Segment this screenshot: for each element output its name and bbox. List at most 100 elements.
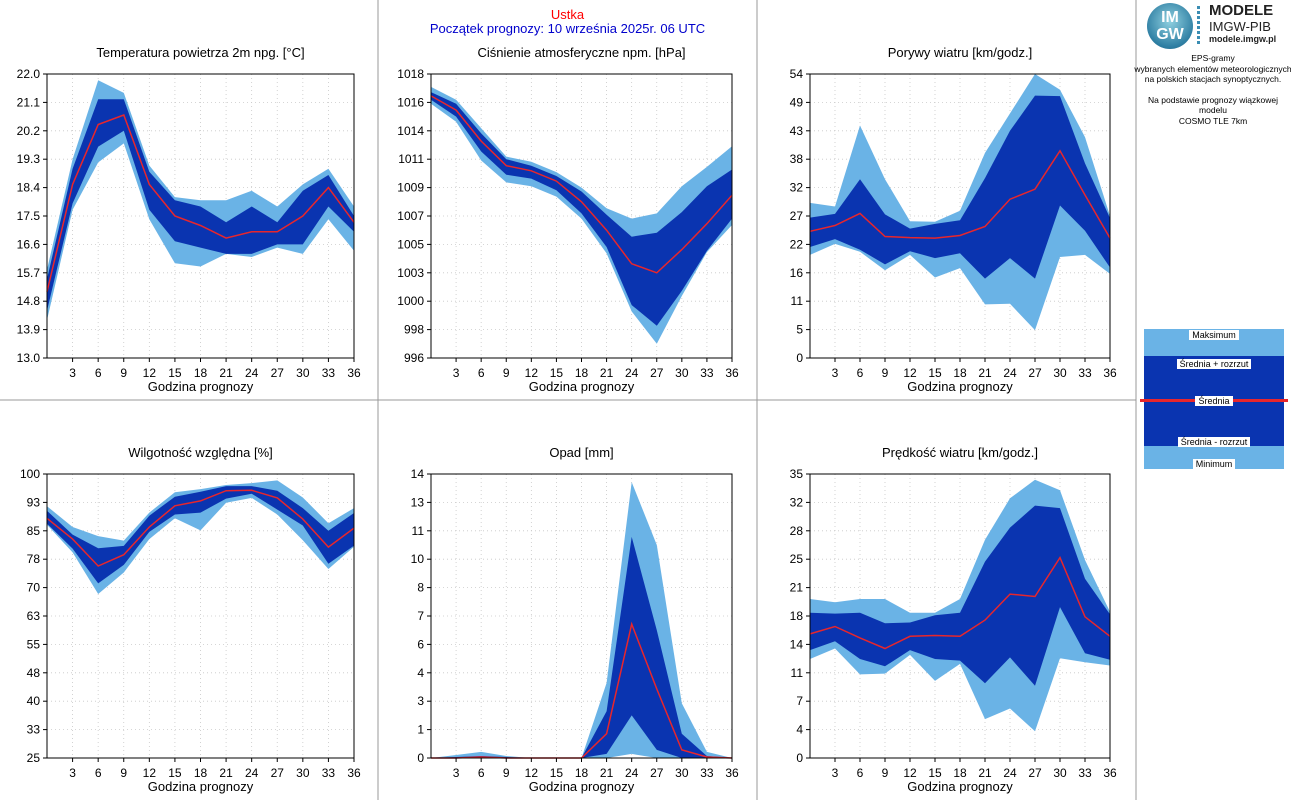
y-tick-label: 18 (790, 609, 804, 623)
logo-bars-icon (1197, 6, 1200, 44)
x-tick-label: 21 (600, 766, 614, 780)
x-tick-label: 30 (296, 366, 310, 380)
y-tick-label: 33 (27, 723, 41, 737)
y-tick-label: 43 (790, 124, 804, 138)
y-tick-label: 13.9 (17, 323, 41, 337)
y-tick-label: 8 (417, 581, 424, 595)
description: EPS-gramy wybranych elementów meteorolog… (1133, 53, 1291, 126)
x-axis-label: Godzina prognozy (907, 779, 1013, 794)
x-tick-label: 15 (168, 366, 182, 380)
x-tick-label: 27 (650, 766, 664, 780)
x-tick-label: 9 (120, 766, 127, 780)
y-tick-label: 1009 (397, 181, 424, 195)
y-tick-label: 18.4 (17, 181, 41, 195)
y-tick-label: 32 (790, 495, 804, 509)
y-tick-label: 1007 (397, 209, 424, 223)
y-tick-label: 25 (790, 552, 804, 566)
forecast-start: Początek prognozy: 10 września 2025r. 06… (429, 21, 706, 36)
legend-mean-label: Średnia (1144, 395, 1284, 407)
x-tick-label: 36 (1103, 766, 1117, 780)
description-line: wybranych elementów meteorologicznych (1134, 63, 1291, 74)
y-tick-label: 78 (27, 552, 41, 566)
band-spread (47, 99, 354, 311)
y-tick-label: 1014 (397, 124, 424, 138)
x-tick-label: 9 (503, 766, 510, 780)
x-tick-label: 33 (700, 766, 714, 780)
y-tick-label: 11 (791, 666, 804, 680)
x-tick-label: 6 (857, 766, 864, 780)
y-tick-label: 25 (27, 751, 41, 765)
y-tick-label: 0 (417, 751, 424, 765)
x-tick-label: 24 (1003, 766, 1017, 780)
x-axis-label: Godzina prognozy (529, 379, 635, 394)
y-tick-label: 1 (417, 723, 424, 737)
y-tick-label: 996 (404, 351, 424, 365)
y-tick-label: 7 (417, 609, 424, 623)
x-tick-label: 9 (503, 366, 510, 380)
y-tick-label: 19.3 (17, 152, 41, 166)
legend-outer-band-bottom (1144, 446, 1284, 469)
description-line: Na podstawie prognozy wiązkowej modelu (1148, 94, 1278, 116)
y-tick-label: 14 (411, 467, 425, 481)
legend-min-label: Minimum (1144, 458, 1284, 470)
x-axis-label: Godzina prognozy (907, 379, 1013, 394)
y-tick-label: 3 (417, 694, 424, 708)
mean-line (46, 489, 355, 567)
y-tick-label: 11 (791, 294, 804, 308)
x-tick-label: 12 (903, 366, 917, 380)
x-axis-label: Godzina prognozy (148, 379, 254, 394)
chart-title: Prędkość wiatru [km/godz.] (882, 445, 1038, 460)
x-tick-label: 15 (550, 366, 564, 380)
x-tick-label: 33 (322, 766, 336, 780)
x-tick-label: 33 (700, 366, 714, 380)
x-tick-label: 18 (575, 766, 589, 780)
mean-line (430, 95, 733, 274)
y-tick-label: 28 (790, 524, 804, 538)
y-tick-label: 70 (27, 581, 41, 595)
y-tick-label: 1018 (397, 67, 424, 81)
y-tick-label: 10 (411, 552, 425, 566)
band-spread (810, 95, 1110, 279)
legend-mean-minus-label: Średnia - rozrzut (1144, 436, 1284, 448)
y-tick-label: 14.8 (17, 294, 41, 308)
description-line: EPS-gramy (1191, 53, 1235, 63)
x-tick-label: 24 (625, 366, 639, 380)
x-tick-label: 9 (882, 766, 889, 780)
y-tick-label: 4 (417, 666, 424, 680)
imgw-logo-mark: IM GW (1147, 3, 1193, 49)
x-tick-label: 3 (453, 766, 460, 780)
y-tick-label: 55 (27, 637, 41, 651)
y-tick-label: 63 (27, 609, 41, 623)
x-tick-label: 30 (1053, 366, 1067, 380)
x-tick-label: 33 (322, 366, 336, 380)
y-tick-label: 14 (790, 637, 804, 651)
x-tick-label: 24 (1003, 366, 1017, 380)
chart-title: Opad [mm] (549, 445, 613, 460)
y-tick-label: 6 (417, 637, 424, 651)
x-tick-label: 15 (928, 366, 942, 380)
chart-1: 996 998 1000 1003 1005 1007 1009 1011 1014 1016 10… (397, 45, 739, 394)
chart-title: Porywy wiatru [km/godz.] (888, 45, 1033, 60)
y-tick-label: 85 (27, 524, 41, 538)
y-tick-label: 49 (790, 95, 804, 109)
x-tick-label: 6 (478, 366, 485, 380)
y-tick-label: 40 (27, 694, 41, 708)
x-tick-label: 15 (550, 766, 564, 780)
x-tick-label: 21 (978, 766, 992, 780)
y-tick-label: 20.2 (17, 124, 41, 138)
imgw-logo[interactable]: IM GW MODELE IMGW-PIB modele.imgw.pl (1143, 2, 1288, 49)
x-tick-label: 18 (194, 766, 208, 780)
x-tick-label: 3 (69, 366, 76, 380)
logo-url[interactable]: modele.imgw.pl (1209, 34, 1277, 44)
band-min-max (47, 80, 354, 321)
x-tick-label: 36 (347, 366, 361, 380)
x-tick-label: 27 (271, 766, 285, 780)
band-spread (810, 505, 1110, 686)
x-tick-label: 21 (978, 366, 992, 380)
y-tick-label: 13.0 (17, 351, 41, 365)
legend-mean-plus-label: Średnia + rozrzut (1144, 358, 1284, 370)
mean-line (46, 114, 355, 292)
